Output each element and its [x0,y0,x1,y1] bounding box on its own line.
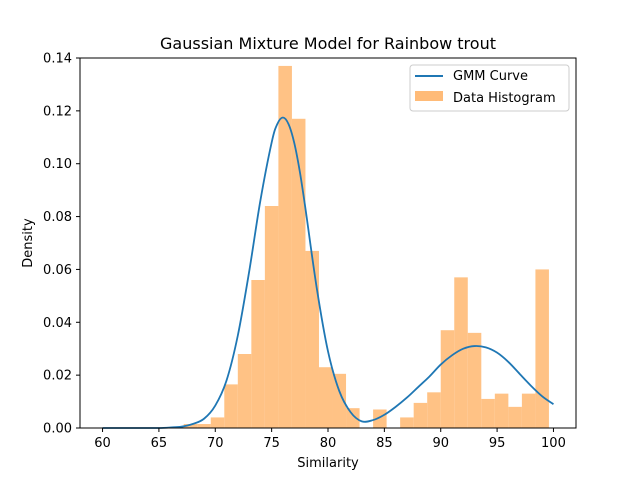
histogram-bar [467,332,482,428]
x-tick-label: 70 [207,436,224,451]
legend-box [409,64,570,112]
histogram-bar [318,367,333,428]
y-tick-label: 0.12 [43,104,72,119]
histogram-bar [481,398,495,428]
x-tick-label: 65 [151,436,168,451]
histogram-bar [237,354,252,428]
x-tick-label: 60 [94,436,111,451]
x-axis-ticks: 60 65 70 75 80 85 90 95 100 [94,428,566,451]
histogram-bar [291,118,306,429]
histogram-bar [264,206,279,428]
y-axis-ticks: 0.00 0.02 0.04 0.06 0.08 0.10 0.12 0.14 [43,52,80,437]
y-tick-label: 0.04 [43,316,72,331]
y-tick-label: 0.00 [43,422,72,437]
histogram-bar [346,408,360,428]
histogram-bar [305,250,319,428]
y-tick-label: 0.14 [43,52,72,67]
histogram-bar [494,393,509,428]
histogram-bar [251,280,265,428]
histogram-bar [427,392,441,428]
legend-bar-swatch [415,91,443,101]
y-tick-label: 0.06 [43,263,72,278]
x-tick-label: 100 [541,436,566,451]
x-tick-label: 95 [489,436,506,451]
histogram-bar [278,65,292,428]
histogram-bar [210,417,225,428]
x-tick-label: 80 [320,436,337,451]
histogram-bar [440,330,455,428]
gmm-curve-line [102,116,554,429]
y-tick-label: 0.02 [43,369,72,384]
histogram-bar [224,384,238,428]
gmm-curve-layer [102,116,554,429]
x-tick-label: 90 [432,436,449,451]
histogram-bar [373,409,387,428]
y-tick-label: 0.10 [43,157,72,172]
histogram-bar [413,402,428,428]
y-axis-label: Density [21,218,36,268]
chart-title: Gaussian Mixture Model for Rainbow trout [160,34,496,53]
histogram-bar [535,269,549,428]
histogram-bar [508,406,522,428]
histogram-bar [454,277,468,428]
histogram-bar [400,417,414,428]
histogram-bar [183,424,198,428]
y-tick-label: 0.08 [43,210,72,225]
histogram-bar [521,393,536,428]
legend: GMM Curve Data Histogram [409,64,570,112]
histogram-bar [197,424,211,428]
histogram-bar [332,373,347,428]
histogram-bars [170,65,549,429]
legend-label-gmm-curve: GMM Curve [453,69,528,84]
legend-label-data-histogram: Data Histogram [453,91,556,106]
x-axis-label: Similarity [297,456,359,471]
x-tick-label: 85 [376,436,393,451]
x-tick-label: 75 [263,436,280,451]
